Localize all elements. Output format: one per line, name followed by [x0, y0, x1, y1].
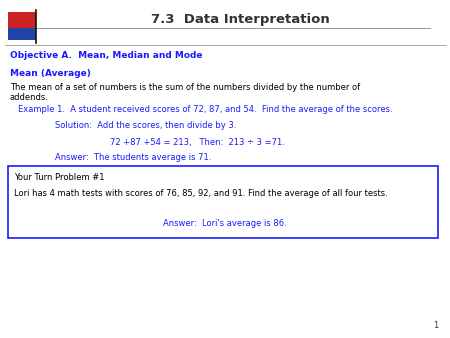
Text: The mean of a set of numbers is the sum of the numbers divided by the number of: The mean of a set of numbers is the sum …	[10, 83, 360, 93]
Text: Objective A.  Mean, Median and Mode: Objective A. Mean, Median and Mode	[10, 50, 202, 59]
Text: Lori has 4 math tests with scores of 76, 85, 92, and 91. Find the average of all: Lori has 4 math tests with scores of 76,…	[14, 189, 388, 197]
Text: 1: 1	[433, 321, 438, 330]
Bar	[8, 12, 36, 28]
Text: Mean (Average): Mean (Average)	[10, 69, 91, 77]
Text: Answer:  The students average is 71.: Answer: The students average is 71.	[55, 153, 212, 163]
Text: addends.: addends.	[10, 93, 49, 101]
Text: Your Turn Problem #1: Your Turn Problem #1	[14, 172, 104, 182]
Text: Answer:  Lori's average is 86.: Answer: Lori's average is 86.	[163, 218, 287, 227]
Text: Example 1.  A student received scores of 72, 87, and 54.  Find the average of th: Example 1. A student received scores of …	[18, 105, 392, 115]
Bar	[8, 166, 438, 238]
Text: Solution:  Add the scores, then divide by 3.: Solution: Add the scores, then divide by…	[55, 121, 236, 130]
Text: 72 +87 +54 = 213,   Then:  213 ÷ 3 =71.: 72 +87 +54 = 213, Then: 213 ÷ 3 =71.	[110, 138, 285, 146]
Text: 7.3  Data Interpretation: 7.3 Data Interpretation	[151, 13, 329, 25]
Bar	[8, 28, 36, 40]
